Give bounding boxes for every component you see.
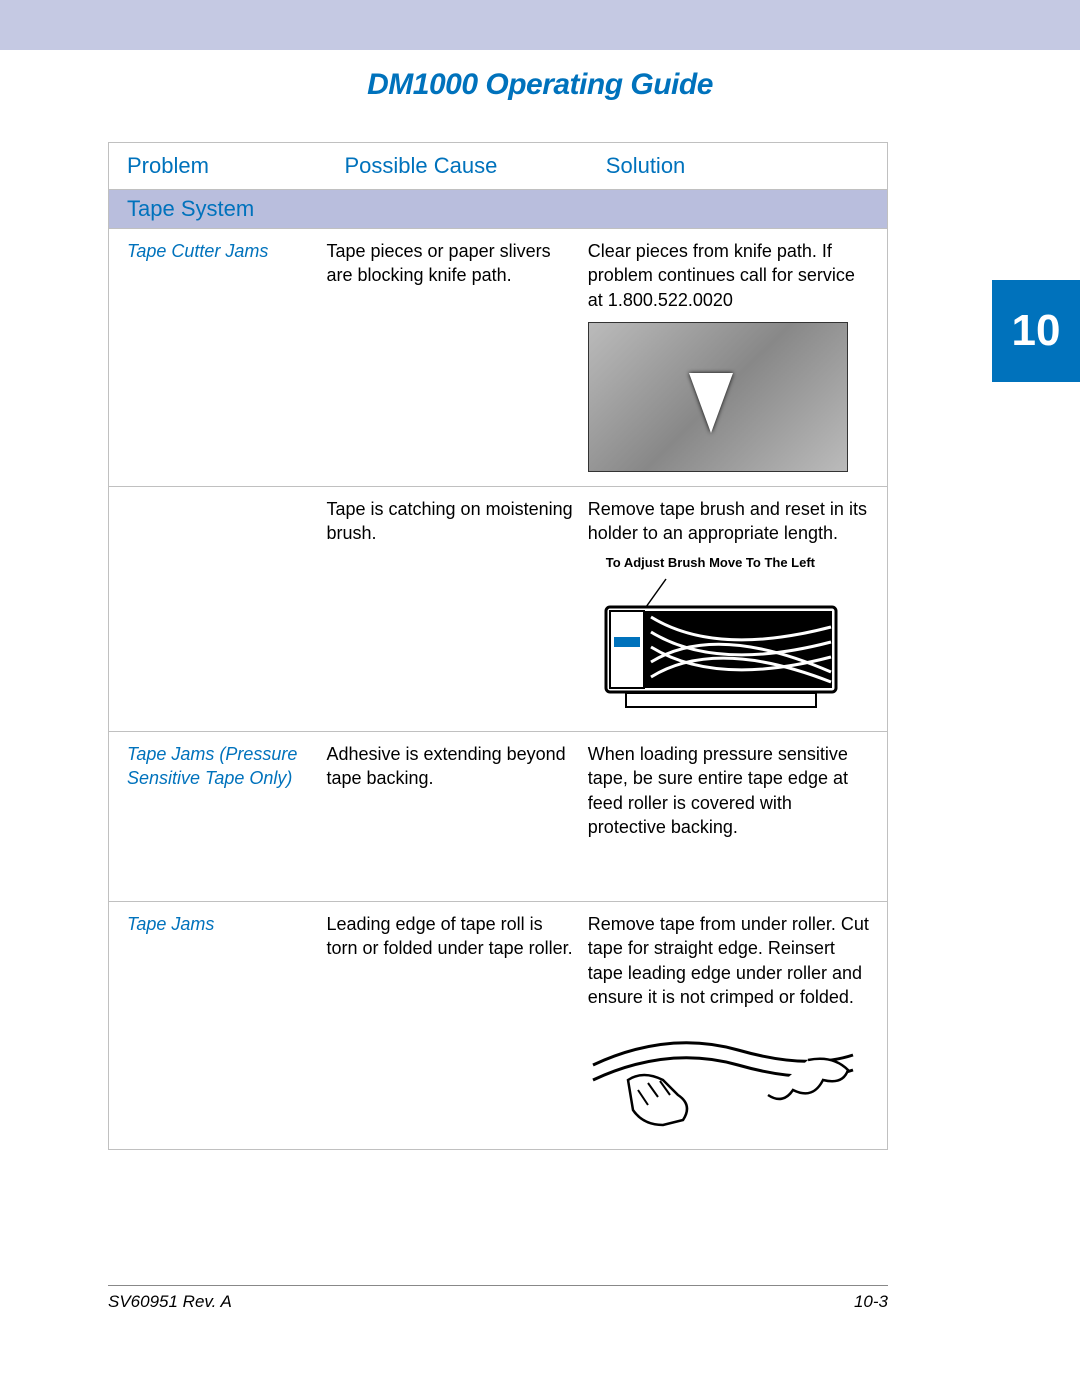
table-header-row: Problem Possible Cause Solution <box>109 143 887 190</box>
table-row: Tape Jams (Pressure Sensitive Tape Only)… <box>109 732 887 902</box>
solution-text: Remove tape brush and reset in its holde… <box>588 499 867 543</box>
chapter-tab: 10 <box>992 280 1080 382</box>
troubleshooting-table: Problem Possible Cause Solution Tape Sys… <box>108 142 888 1150</box>
problem-cell: Tape Jams <box>109 912 326 1135</box>
header-solution: Solution <box>588 143 887 189</box>
table-row: Tape is catching on moistening brush. Re… <box>109 487 887 732</box>
photo-knife-path <box>588 322 848 472</box>
problem-cell: Tape Cutter Jams <box>109 239 326 472</box>
header-problem: Problem <box>109 143 326 189</box>
solution-cell: Remove tape brush and reset in its holde… <box>588 497 887 717</box>
problem-cell: Tape Jams (Pressure Sensitive Tape Only) <box>109 742 326 887</box>
solution-cell: Clear pieces from knife path. If problem… <box>588 239 887 472</box>
cause-cell: Tape is catching on moistening brush. <box>326 497 587 717</box>
diagram-hand-roller <box>588 1025 858 1135</box>
table-row: Tape Cutter Jams Tape pieces or paper sl… <box>109 229 887 487</box>
footer-doc-id: SV60951 Rev. A <box>108 1292 232 1312</box>
header-cause: Possible Cause <box>326 143 587 189</box>
page-title: DM1000 Operating Guide <box>0 68 1080 102</box>
cause-cell: Tape pieces or paper slivers are blockin… <box>326 239 587 472</box>
solution-cell: When loading pressure sensitive tape, be… <box>588 742 887 887</box>
cause-cell: Leading edge of tape roll is torn or fol… <box>326 912 587 1135</box>
brush-caption: To Adjust Brush Move To The Left <box>606 555 869 571</box>
solution-text: Clear pieces from knife path. If problem… <box>588 241 855 310</box>
table-row: Tape Jams Leading edge of tape roll is t… <box>109 902 887 1149</box>
diagram-brush <box>596 577 846 717</box>
page-footer: SV60951 Rev. A 10-3 <box>108 1285 888 1312</box>
footer-page-num: 10-3 <box>854 1292 888 1312</box>
section-title: Tape System <box>109 190 887 229</box>
solution-text: Remove tape from under roller. Cut tape … <box>588 914 869 1007</box>
cause-cell: Adhesive is extending beyond tape backin… <box>326 742 587 887</box>
problem-cell <box>109 497 326 717</box>
solution-cell: Remove tape from under roller. Cut tape … <box>588 912 887 1135</box>
solution-text: When loading pressure sensitive tape, be… <box>588 744 848 837</box>
top-band <box>0 0 1080 50</box>
